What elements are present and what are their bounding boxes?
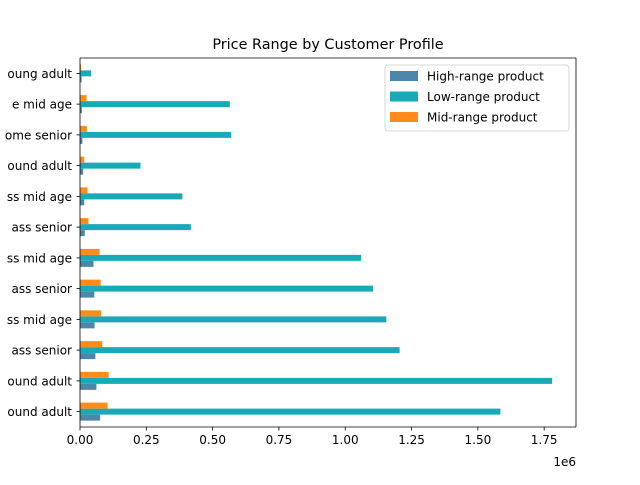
bar-mid-7 bbox=[80, 187, 88, 194]
bar-high-0 bbox=[80, 414, 101, 421]
y-tick-label: ss mid age bbox=[7, 190, 72, 204]
y-tick-label: ound adult bbox=[7, 374, 72, 388]
x-tick-label: 0.50 bbox=[199, 433, 226, 447]
bar-low-0 bbox=[80, 408, 501, 415]
y-tick-label: oung adult bbox=[7, 67, 72, 81]
y-tick-label: ass senior bbox=[11, 282, 72, 296]
x-tick-label: 1.25 bbox=[398, 433, 425, 447]
bar-mid-10 bbox=[80, 95, 87, 102]
bar-low-9 bbox=[80, 131, 232, 138]
legend-label: Mid-range product bbox=[427, 111, 538, 125]
x-tick-label: 0.25 bbox=[133, 433, 160, 447]
bar-mid-9 bbox=[80, 125, 87, 132]
bar-high-7 bbox=[80, 199, 85, 206]
bar-low-1 bbox=[80, 377, 553, 384]
y-tick-label: ss mid age bbox=[7, 313, 72, 327]
bar-low-3 bbox=[80, 316, 387, 323]
bar-mid-11 bbox=[80, 64, 82, 71]
x-tick-label: 1.50 bbox=[465, 433, 492, 447]
bar-low-11 bbox=[80, 70, 92, 77]
bar-low-8 bbox=[80, 162, 141, 169]
legend-swatch bbox=[390, 112, 418, 122]
bar-high-11 bbox=[80, 76, 82, 83]
bar-mid-5 bbox=[80, 248, 100, 255]
bar-high-1 bbox=[80, 383, 97, 390]
x-tick-label: 1.00 bbox=[332, 433, 359, 447]
x-tick-label: 0.75 bbox=[266, 433, 293, 447]
bar-high-4 bbox=[80, 291, 95, 298]
y-tick-label: ass senior bbox=[11, 344, 72, 358]
y-tick-label: ome senior bbox=[5, 128, 72, 142]
bars bbox=[80, 64, 553, 421]
bar-high-8 bbox=[80, 168, 84, 175]
bar-high-2 bbox=[80, 353, 96, 360]
bar-high-5 bbox=[80, 260, 94, 267]
bar-low-7 bbox=[80, 193, 183, 200]
x-offset-label: 1e6 bbox=[553, 455, 576, 469]
bar-mid-8 bbox=[80, 156, 85, 163]
y-tick-label: e mid age bbox=[12, 98, 72, 112]
y-tick-label: ound adult bbox=[7, 405, 72, 419]
legend-label: Low-range product bbox=[427, 90, 540, 104]
bar-low-10 bbox=[80, 101, 230, 108]
bar-mid-4 bbox=[80, 279, 101, 286]
chart-title: Price Range by Customer Profile bbox=[212, 37, 443, 53]
bar-mid-3 bbox=[80, 310, 102, 317]
legend-swatch bbox=[390, 91, 418, 102]
legend-swatch bbox=[390, 71, 418, 81]
bar-mid-1 bbox=[80, 371, 109, 378]
bar-high-3 bbox=[80, 322, 95, 329]
x-tick-label: 0.00 bbox=[67, 433, 94, 447]
bar-low-4 bbox=[80, 285, 374, 292]
y-tick-label: ss mid age bbox=[7, 251, 72, 265]
bar-mid-0 bbox=[80, 402, 108, 409]
plot-area: ound adult ound adult ass senior ss mid age… bbox=[5, 57, 577, 469]
bar-high-9 bbox=[80, 137, 83, 144]
x-tick-label: 1.75 bbox=[531, 433, 558, 447]
bar-low-6 bbox=[80, 224, 191, 231]
legend-label: High-range product bbox=[427, 70, 544, 84]
bar-low-5 bbox=[80, 254, 362, 261]
y-tick-label: ass senior bbox=[11, 221, 72, 235]
bar-mid-2 bbox=[80, 341, 103, 348]
y-tick-label: ound adult bbox=[7, 159, 72, 173]
bar-mid-6 bbox=[80, 218, 89, 225]
bar-high-6 bbox=[80, 230, 85, 237]
bar-high-10 bbox=[80, 107, 82, 114]
legend-frame bbox=[384, 64, 570, 132]
bar-low-2 bbox=[80, 347, 400, 354]
legend: High-range product Low-range product Mid-r… bbox=[384, 64, 570, 132]
